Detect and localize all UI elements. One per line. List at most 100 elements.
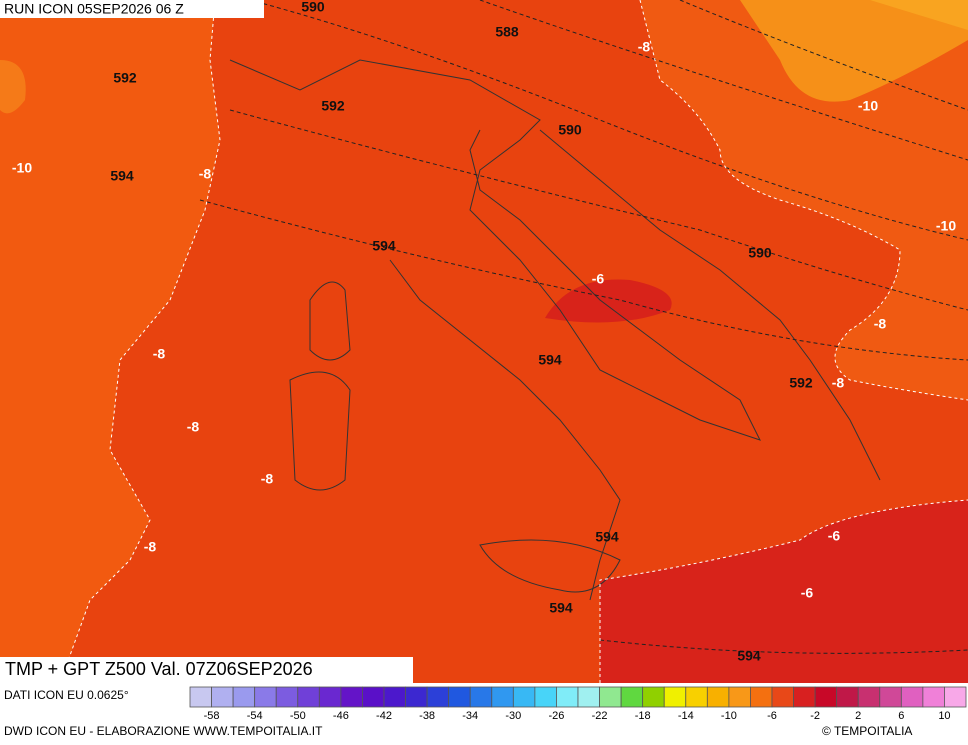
contour-label: 592: [113, 70, 137, 86]
contour-label: -8: [144, 539, 157, 555]
legend-swatch: [275, 686, 299, 708]
legend-tick-label: -26: [548, 710, 564, 722]
contour-label: 594: [538, 352, 562, 368]
legend-swatch: [879, 686, 902, 708]
warm-region: [0, 60, 26, 114]
contour-label: -8: [261, 471, 274, 487]
contour-label: -6: [592, 271, 605, 287]
warm-region: [0, 0, 220, 683]
legend-swatch: [448, 686, 471, 708]
map-title: TMP + GPT Z500 Val. 07Z06SEP2026: [5, 659, 313, 679]
legend-tick-label: -58: [204, 710, 220, 722]
legend-swatch: [836, 686, 859, 708]
contour-label: -8: [638, 39, 651, 55]
legend-swatch: [685, 686, 708, 708]
contour-label: -10: [12, 160, 32, 176]
legend-tick-label: -34: [462, 710, 478, 722]
legend-swatch: [922, 686, 945, 708]
legend-tick-label: -6: [767, 710, 777, 722]
legend-swatch: [771, 686, 794, 708]
credit: DWD ICON EU - ELABORAZIONE WWW.TEMPOITAL…: [4, 724, 323, 738]
contour-label: -10: [858, 98, 878, 114]
legend-swatch: [793, 686, 816, 708]
legend-swatch: [599, 686, 622, 708]
cool-region: [545, 279, 672, 323]
contour-label: 594: [372, 238, 396, 254]
legend-swatch: [469, 686, 493, 708]
legend-swatch: [620, 686, 644, 708]
legend-swatch: [663, 686, 687, 708]
legend-tick-label: -50: [290, 710, 306, 722]
contour-label: -8: [874, 316, 887, 332]
contour-label: 592: [321, 98, 345, 114]
legend-swatch: [706, 686, 730, 708]
hot-region: [740, 0, 968, 102]
contour-label: -10: [936, 218, 956, 234]
legend-tick-label: 10: [938, 710, 950, 722]
legend-tick-label: -54: [247, 710, 263, 722]
legend-tick-label: -2: [810, 710, 820, 722]
legend-tick-label: -38: [419, 710, 435, 722]
legend-swatch: [556, 686, 579, 708]
coastlines: [229, 59, 881, 601]
contour-label: 588: [495, 24, 519, 40]
contour-label: -8: [832, 375, 845, 391]
legend-tick-label: -14: [678, 710, 694, 722]
warm-region: [640, 0, 968, 400]
legend-swatch: [642, 686, 665, 708]
contour-label: 590: [748, 245, 772, 261]
legend-swatch: [232, 686, 256, 708]
legend-swatch: [577, 686, 600, 708]
data-source: DATI ICON EU 0.0625°: [4, 688, 129, 702]
cool-region: [600, 500, 968, 683]
legend-swatch: [318, 686, 342, 708]
legend-tick-label: -18: [635, 710, 651, 722]
contour-label: 594: [549, 600, 573, 616]
contour-labels: 590 588 -8 592 592 -10 590 -10 594 -8 -10 594 590 -6 -…: [12, 0, 956, 664]
legend-swatch: [814, 686, 838, 708]
contours: [199, 0, 968, 654]
legend-swatch: [857, 686, 881, 708]
legend-swatch: [491, 686, 514, 708]
isotherms: [59, 0, 968, 684]
run-label: RUN ICON 05SEP2026 06 Z: [4, 1, 184, 17]
color-legend: -58 -54 -50 -46 -42 -38 -34 -30 -26 -22 -18 -14 -10-…: [189, 686, 967, 722]
legend-tick-label: -46: [333, 710, 349, 722]
legend-tick-label: 2: [855, 710, 861, 722]
title-box: [0, 657, 413, 683]
legend-swatch: [254, 686, 277, 708]
legend-swatch: [728, 686, 751, 708]
legend-swatch: [362, 686, 385, 708]
legend-swatch: [944, 686, 967, 708]
legend-swatch: [900, 686, 924, 708]
legend-swatch: [383, 686, 406, 708]
legend-swatch: [297, 686, 320, 708]
legend-tick-label: -10: [721, 710, 737, 722]
legend-swatch: [512, 686, 536, 708]
legend-tick-label: -30: [505, 710, 521, 722]
contour-label: 594: [110, 168, 134, 184]
legend-swatch: [534, 686, 557, 708]
contour-label: 590: [301, 0, 325, 15]
contour-label: 592: [789, 375, 813, 391]
legend-swatch: [189, 686, 212, 708]
contour-label: -8: [199, 166, 212, 182]
contour-label: -8: [187, 419, 200, 435]
contour-label: 590: [558, 122, 582, 138]
legend-swatch: [426, 686, 450, 708]
legend-swatch: [405, 686, 428, 708]
contour-label: 594: [737, 648, 761, 664]
hot-region: [870, 0, 968, 30]
contour-label: -6: [801, 585, 814, 601]
contour-label: -6: [828, 528, 841, 544]
legend-swatch: [211, 686, 234, 708]
contour-label: 594: [595, 529, 619, 545]
legend-tick-label: -42: [376, 710, 392, 722]
contour-label: -8: [153, 346, 166, 362]
legend-swatch: [340, 686, 363, 708]
copyright: © TEMPOITALIA: [822, 724, 912, 738]
legend-tick-label: 6: [898, 710, 904, 722]
legend-tick-label: -22: [592, 710, 608, 722]
